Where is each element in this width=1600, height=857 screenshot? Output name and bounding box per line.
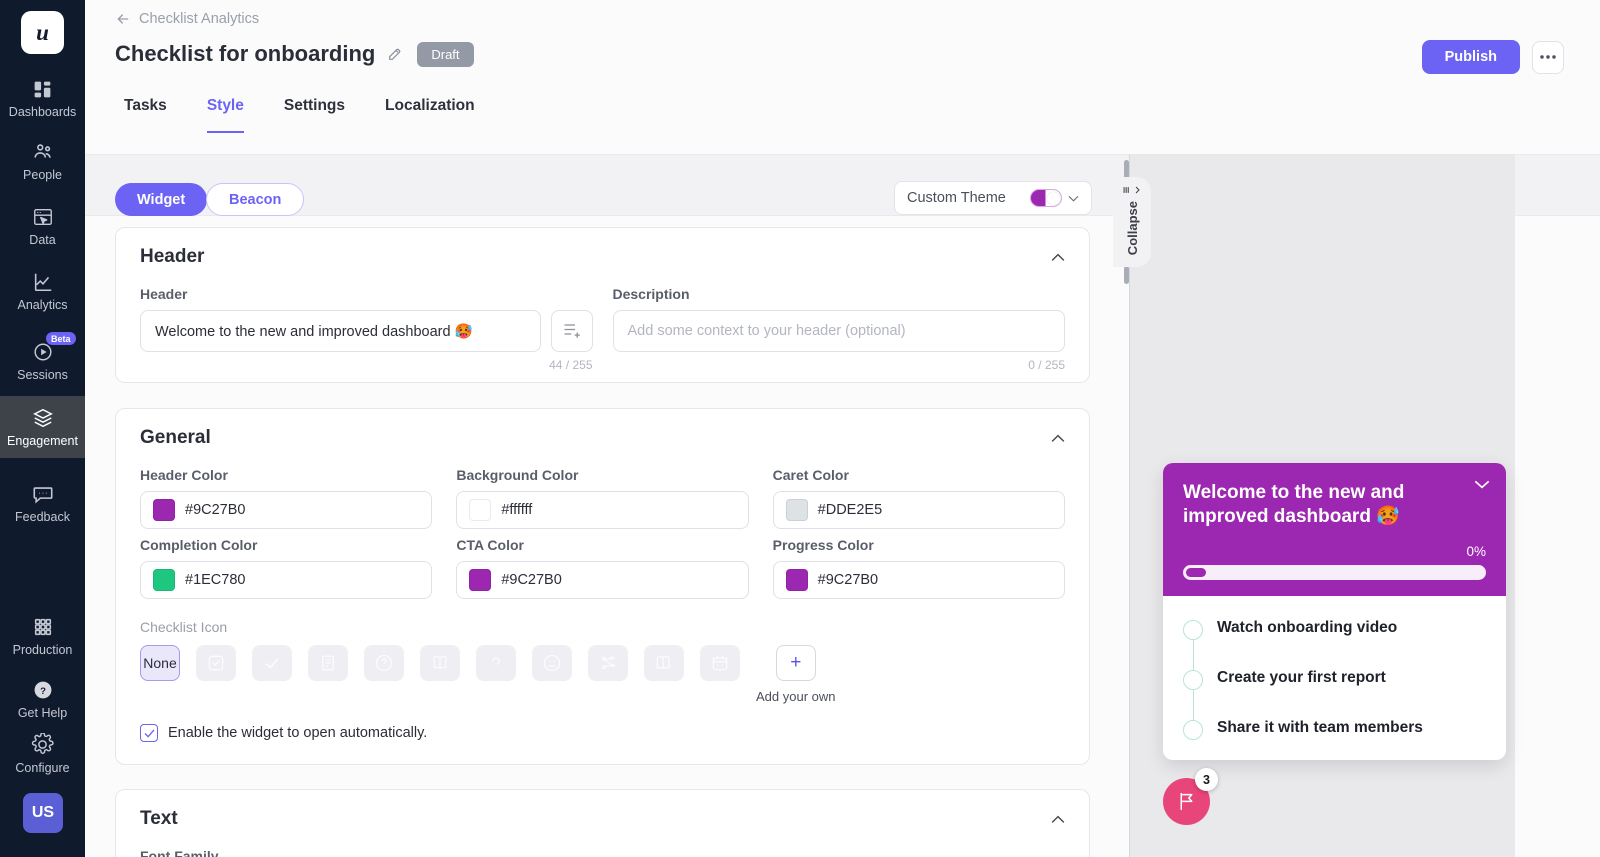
svg-text:?: ?	[40, 686, 46, 697]
